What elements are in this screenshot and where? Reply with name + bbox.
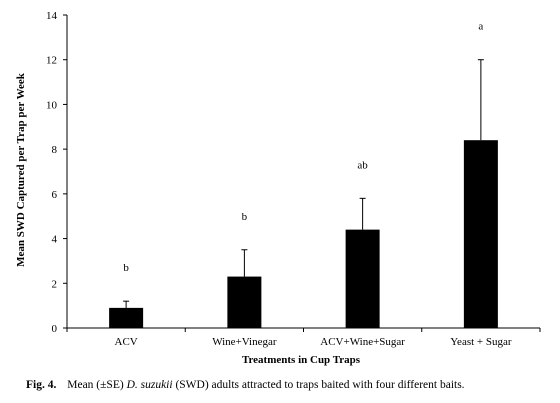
significance-label: a — [478, 21, 483, 33]
x-tick-label: ACV — [115, 336, 138, 348]
y-tick-label: 10 — [46, 99, 58, 111]
caption-species: D. suzukii — [126, 379, 173, 391]
y-tick-label: 2 — [52, 278, 58, 290]
bar — [227, 276, 262, 328]
caption-text-after: (SWD) adults attracted to traps baited w… — [175, 379, 464, 391]
y-tick-label: 12 — [46, 55, 57, 67]
x-tick-label: Wine+Vinegar — [212, 336, 277, 348]
y-tick-label: 8 — [52, 144, 58, 156]
caption-label: Fig. 4. — [26, 379, 56, 391]
caption-text-before: Mean (±SE) — [67, 379, 126, 391]
x-axis-title: Treatments in Cup Traps — [242, 354, 361, 366]
significance-label: ab — [357, 159, 368, 171]
plot-area: 0 2 4 6 8 10 12 14 b ACV b Wine+Vinegar ab ACV+Wine+S… — [46, 10, 541, 348]
y-tick-label: 4 — [52, 234, 58, 246]
x-tick-label: ACV+Wine+Sugar — [320, 336, 405, 348]
bar — [463, 140, 498, 328]
y-axis-title: Mean SWD Captured per Trap per Week — [15, 72, 27, 267]
figure-caption: Fig. 4. Mean (±SE) D. suzukii (SWD) adul… — [26, 379, 465, 391]
significance-label: b — [123, 262, 129, 274]
bar — [345, 229, 380, 328]
y-tick-label: 14 — [46, 10, 58, 22]
significance-label: b — [242, 211, 248, 223]
y-tick-label: 6 — [52, 189, 58, 201]
y-tick-label: 0 — [52, 323, 58, 335]
x-tick-label: Yeast + Sugar — [450, 336, 512, 348]
bar — [109, 307, 144, 328]
